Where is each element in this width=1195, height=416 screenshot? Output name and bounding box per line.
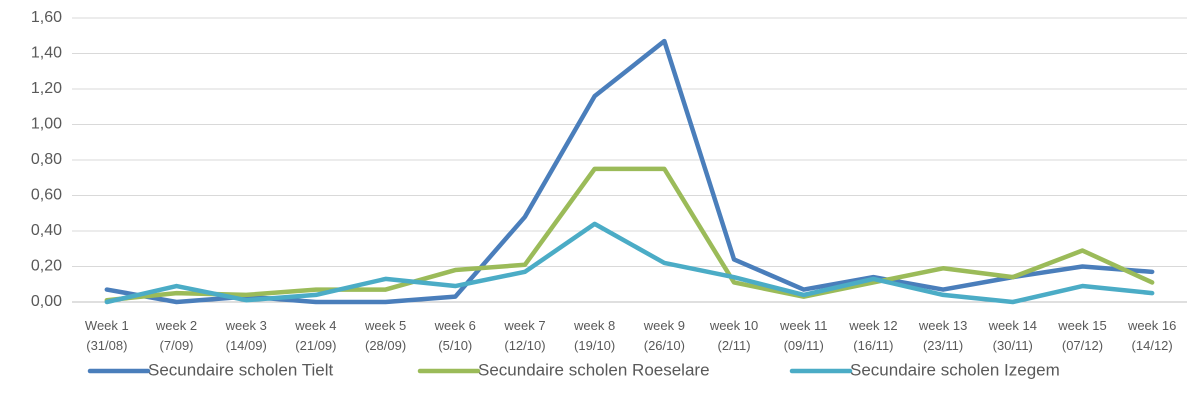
x-tick-label: week 2 (7/09) [155, 318, 197, 353]
x-tick-label: week 13 (23/11) [918, 318, 967, 353]
x-tick-label: week 16 (14/12) [1127, 318, 1176, 353]
y-tick-label: 1,40 [31, 45, 62, 62]
series-line [104, 221, 1155, 305]
x-tick-label: week 6 (5/10) [434, 318, 476, 353]
y-tick-label: 0,00 [31, 293, 62, 310]
series-line [104, 166, 1155, 303]
x-tick-label: week 5 (28/09) [364, 318, 406, 353]
y-tick-label: 1,20 [31, 80, 62, 97]
legend-label: Secundaire scholen Izegem [850, 360, 1060, 379]
y-tick-label: 1,60 [31, 9, 62, 26]
y-tick-label: 0,60 [31, 187, 62, 204]
x-tick-label: week 11 (09/11) [779, 318, 827, 353]
x-tick-label: week 14 (30/11) [988, 318, 1037, 353]
y-tick-label: 0,40 [31, 222, 62, 239]
x-tick-label: week 9 (26/10) [643, 318, 685, 353]
legend-label: Secundaire scholen Roeselare [478, 360, 710, 379]
x-tick-label: week 4 (21/09) [294, 318, 336, 353]
x-tick-label: Week 1 (31/08) [85, 318, 129, 353]
x-tick-label: week 8 (19/10) [573, 318, 615, 353]
x-tick-label: week 15 (07/12) [1057, 318, 1106, 353]
y-tick-label: 0,80 [31, 151, 62, 168]
x-tick-label: week 3 (14/09) [225, 318, 267, 353]
x-tick-label: week 12 (16/11) [848, 318, 897, 353]
x-tick-label: week 7 (12/10) [503, 318, 545, 353]
y-tick-label: 1,00 [31, 116, 62, 133]
y-tick-label: 0,20 [31, 258, 62, 275]
series-line [104, 38, 1155, 305]
x-tick-label: week 10 (2/11) [709, 318, 758, 353]
legend-label: Secundaire scholen Tielt [148, 360, 334, 379]
